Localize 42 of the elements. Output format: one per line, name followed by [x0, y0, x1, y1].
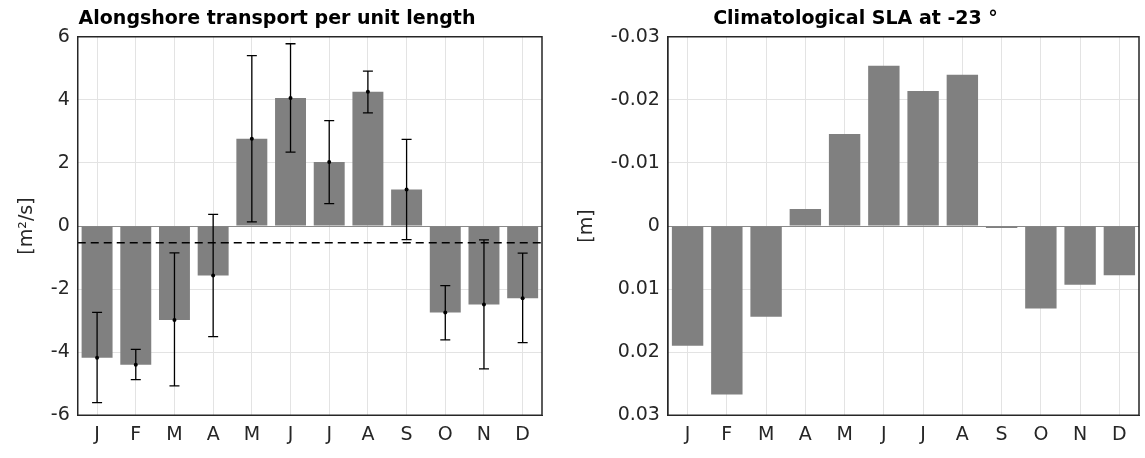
- x-tick-label: N: [476, 421, 492, 444]
- x-tick-label: N: [1073, 421, 1088, 444]
- x-tick-label: M: [166, 421, 183, 444]
- x-tick-label: J: [325, 421, 333, 444]
- y-tick-label: -0.01: [610, 149, 660, 172]
- x-tick-label: J: [919, 421, 926, 444]
- x-tick-label: S: [995, 421, 1008, 444]
- x-tick-label: S: [400, 421, 413, 444]
- y-tick-label: 2: [57, 149, 70, 172]
- x-tick-label: F: [130, 421, 142, 444]
- y-tick-label: -0.03: [610, 23, 660, 46]
- x-tick-label: M: [757, 421, 775, 444]
- y-tick-label: 0: [647, 212, 660, 235]
- y-tick-label: -0.02: [610, 86, 660, 109]
- y-axis-title: [m]: [574, 209, 597, 243]
- x-tick-label: A: [206, 421, 220, 444]
- y-tick-label: 0: [57, 212, 70, 235]
- x-tick-label: D: [1112, 421, 1127, 444]
- x-tick-label: J: [93, 421, 100, 444]
- chart-title: Climatological SLA at -23 °: [713, 6, 998, 29]
- x-tick-label: A: [361, 421, 375, 444]
- y-tick-label: -2: [50, 276, 70, 298]
- y-tick-label: 4: [57, 86, 70, 109]
- y-tick-label: 0.03: [617, 402, 660, 425]
- x-tick-label: J: [286, 421, 294, 444]
- x-tick-label: F: [721, 421, 733, 444]
- y-axis-title: [m²/s]: [14, 197, 37, 255]
- x-tick-label: J: [683, 421, 691, 444]
- chart-title: Alongshore transport per unit length: [78, 6, 476, 29]
- x-tick-label: O: [437, 421, 453, 444]
- y-tick-label: 0.02: [617, 339, 660, 362]
- y-tick-label: -4: [50, 339, 70, 362]
- x-tick-label: D: [515, 421, 530, 444]
- y-tick-label: -6: [50, 402, 70, 425]
- x-tick-label: A: [955, 421, 969, 444]
- y-tick-label: 6: [57, 23, 70, 46]
- x-tick-label: M: [243, 421, 261, 444]
- x-tick-label: A: [798, 421, 812, 444]
- x-tick-label: M: [836, 421, 853, 444]
- x-tick-label: O: [1033, 421, 1049, 444]
- y-tick-label: 0.01: [617, 276, 660, 298]
- x-tick-label: J: [880, 421, 887, 444]
